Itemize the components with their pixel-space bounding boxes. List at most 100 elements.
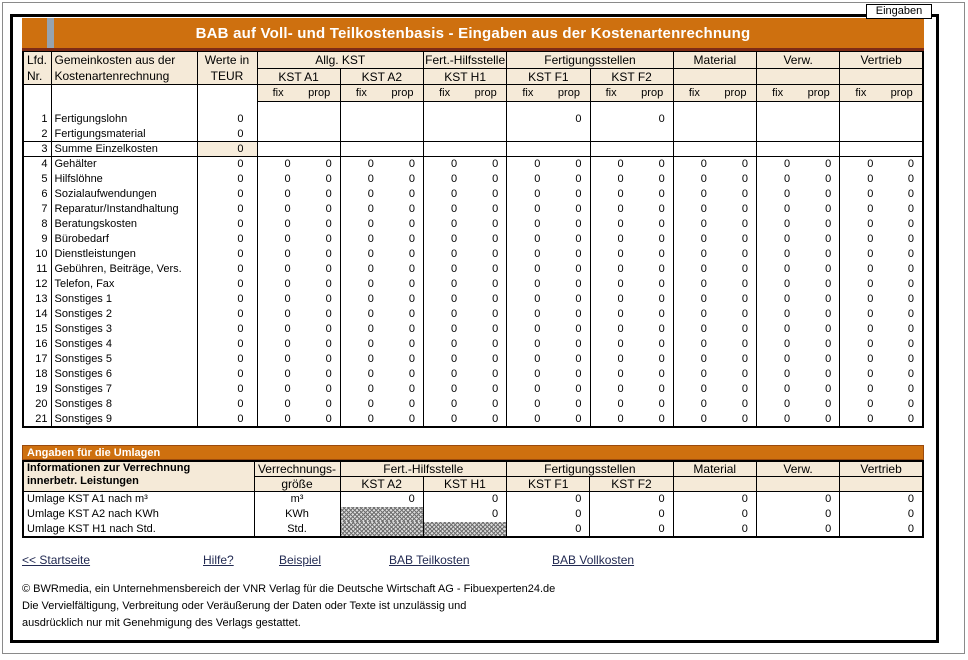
value-cell[interactable]: 0 — [881, 352, 923, 367]
value-cell[interactable]: 0 — [673, 352, 715, 367]
value-cell[interactable]: 0 — [840, 307, 882, 322]
value-cell[interactable] — [465, 127, 507, 142]
werte-cell[interactable]: 0 — [197, 322, 257, 337]
value-cell[interactable]: 0 — [632, 172, 674, 187]
value-cell[interactable]: 0 — [340, 247, 382, 262]
value-cell[interactable]: 0 — [673, 262, 715, 277]
value-cell[interactable]: 0 — [424, 232, 466, 247]
value-cell[interactable]: 0 — [798, 367, 840, 382]
value-cell[interactable] — [257, 112, 299, 127]
value-cell[interactable] — [673, 142, 715, 157]
value-cell[interactable]: 0 — [798, 337, 840, 352]
value-cell[interactable]: 0 — [299, 247, 341, 262]
value-cell[interactable] — [673, 112, 715, 127]
value-cell[interactable]: 0 — [465, 217, 507, 232]
value-cell[interactable]: 0 — [299, 157, 341, 172]
value-cell[interactable]: 0 — [465, 352, 507, 367]
value-cell[interactable]: 0 — [632, 157, 674, 172]
umlage-value-cell[interactable]: 0 — [423, 492, 506, 507]
value-cell[interactable]: 0 — [590, 202, 632, 217]
value-cell[interactable] — [340, 112, 382, 127]
value-cell[interactable]: 0 — [257, 412, 299, 427]
value-cell[interactable]: 0 — [881, 337, 923, 352]
value-cell[interactable]: 0 — [715, 322, 757, 337]
value-cell[interactable]: 0 — [881, 172, 923, 187]
value-cell[interactable] — [798, 127, 840, 142]
value-cell[interactable]: 0 — [257, 277, 299, 292]
value-cell[interactable]: 0 — [507, 352, 549, 367]
value-cell[interactable]: 0 — [507, 157, 549, 172]
value-cell[interactable]: 0 — [382, 337, 424, 352]
value-cell[interactable]: 0 — [840, 337, 882, 352]
value-cell[interactable]: 0 — [632, 202, 674, 217]
value-cell[interactable]: 0 — [715, 172, 757, 187]
value-cell[interactable]: 0 — [382, 247, 424, 262]
value-cell[interactable]: 0 — [548, 262, 590, 277]
werte-cell[interactable]: 0 — [197, 337, 257, 352]
value-cell[interactable]: 0 — [715, 397, 757, 412]
value-cell[interactable]: 0 — [548, 337, 590, 352]
value-cell[interactable]: 0 — [257, 382, 299, 397]
value-cell[interactable] — [424, 142, 466, 157]
value-cell[interactable]: 0 — [590, 382, 632, 397]
value-cell[interactable] — [632, 127, 674, 142]
value-cell[interactable] — [299, 127, 341, 142]
value-cell[interactable]: 0 — [881, 367, 923, 382]
value-cell[interactable]: 0 — [424, 337, 466, 352]
value-cell[interactable]: 0 — [757, 397, 799, 412]
value-cell[interactable]: 0 — [299, 307, 341, 322]
werte-cell[interactable]: 0 — [197, 127, 257, 142]
value-cell[interactable]: 0 — [548, 232, 590, 247]
umlage-value-cell[interactable]: 0 — [590, 492, 673, 507]
value-cell[interactable]: 0 — [257, 187, 299, 202]
value-cell[interactable]: 0 — [881, 382, 923, 397]
value-cell[interactable]: 0 — [299, 202, 341, 217]
value-cell[interactable]: 0 — [424, 367, 466, 382]
value-cell[interactable]: 0 — [715, 307, 757, 322]
werte-cell[interactable]: 0 — [197, 187, 257, 202]
value-cell[interactable]: 0 — [673, 397, 715, 412]
value-cell[interactable]: 0 — [465, 382, 507, 397]
value-cell[interactable]: 0 — [424, 292, 466, 307]
value-cell[interactable]: 0 — [757, 382, 799, 397]
value-cell[interactable]: 0 — [382, 172, 424, 187]
value-cell[interactable] — [465, 112, 507, 127]
value-cell[interactable]: 0 — [299, 397, 341, 412]
value-cell[interactable]: 0 — [881, 322, 923, 337]
value-cell[interactable]: 0 — [673, 322, 715, 337]
value-cell[interactable] — [632, 142, 674, 157]
werte-cell[interactable]: 0 — [197, 277, 257, 292]
werte-cell[interactable]: 0 — [197, 172, 257, 187]
value-cell[interactable] — [382, 127, 424, 142]
value-cell[interactable]: 0 — [257, 157, 299, 172]
werte-cell[interactable]: 0 — [197, 397, 257, 412]
link-bab-vollkosten[interactable]: BAB Vollkosten — [552, 553, 634, 567]
value-cell[interactable]: 0 — [340, 307, 382, 322]
value-cell[interactable]: 0 — [798, 157, 840, 172]
value-cell[interactable]: 0 — [340, 337, 382, 352]
werte-cell[interactable]: 0 — [197, 247, 257, 262]
value-cell[interactable]: 0 — [715, 352, 757, 367]
value-cell[interactable]: 0 — [507, 382, 549, 397]
value-cell[interactable] — [382, 142, 424, 157]
value-cell[interactable]: 0 — [382, 397, 424, 412]
value-cell[interactable]: 0 — [757, 367, 799, 382]
value-cell[interactable]: 0 — [632, 217, 674, 232]
value-cell[interactable]: 0 — [548, 202, 590, 217]
value-cell[interactable]: 0 — [507, 232, 549, 247]
value-cell[interactable]: 0 — [299, 412, 341, 427]
value-cell[interactable]: 0 — [590, 307, 632, 322]
value-cell[interactable]: 0 — [840, 322, 882, 337]
value-cell[interactable] — [382, 112, 424, 127]
value-cell[interactable]: 0 — [465, 412, 507, 427]
value-cell[interactable]: 0 — [798, 172, 840, 187]
value-cell[interactable]: 0 — [673, 202, 715, 217]
value-cell[interactable]: 0 — [798, 322, 840, 337]
value-cell[interactable]: 0 — [798, 187, 840, 202]
value-cell[interactable]: 0 — [673, 367, 715, 382]
value-cell[interactable]: 0 — [673, 412, 715, 427]
value-cell[interactable]: 0 — [840, 232, 882, 247]
value-cell[interactable]: 0 — [881, 232, 923, 247]
value-cell[interactable]: 0 — [715, 337, 757, 352]
werte-cell[interactable]: 0 — [197, 142, 257, 157]
